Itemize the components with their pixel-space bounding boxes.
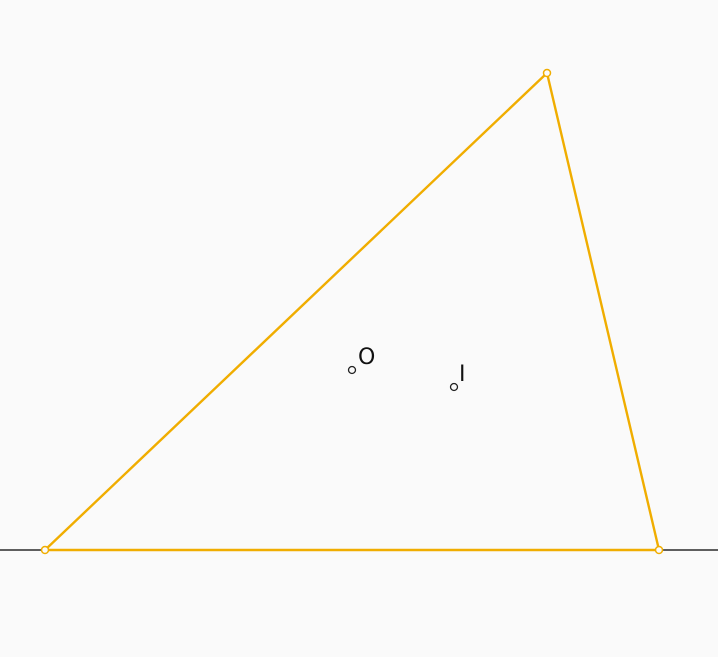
triangle-side-right [545, 71, 661, 552]
incenter-point-group: I [449, 362, 466, 392]
triangle [43, 71, 661, 552]
vertex-top[interactable] [542, 68, 552, 78]
circumcenter-point-group: O [347, 345, 375, 375]
incenter-point [449, 382, 459, 392]
triangle-side-left [43, 71, 549, 552]
circumcenter-label: O [358, 345, 375, 370]
circumcenter-point [347, 365, 357, 375]
incenter-label: I [459, 362, 466, 387]
vertex-right[interactable] [654, 545, 664, 555]
triangle-vertices [40, 68, 664, 555]
vertex-left[interactable] [40, 545, 50, 555]
